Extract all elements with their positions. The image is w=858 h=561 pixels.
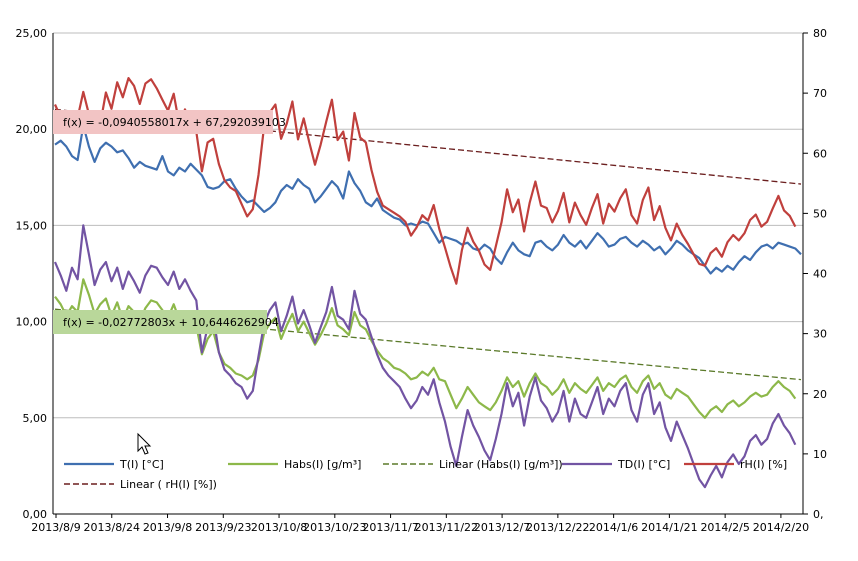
y-right-tick-label: 70 — [813, 87, 827, 100]
legend-item-rh-label: rH(I) [%] — [740, 458, 787, 471]
x-tick-label: 2013/9/23 — [195, 521, 251, 534]
y-right-tick-label: 40 — [813, 268, 827, 281]
x-tick-label: 2014/1/21 — [641, 521, 697, 534]
x-tick-label: 2014/1/6 — [589, 521, 638, 534]
legend-item-trend-habs-label: Linear (Habs(I) [g/m³]) — [439, 458, 563, 471]
legend-item-habs-label: Habs(I) [g/m³] — [284, 458, 361, 471]
y-left-tick-label: 20,00 — [16, 123, 48, 136]
legend-item-trend-rh-label: Linear ( rH(I) [%]) — [120, 478, 217, 491]
series-line-rh — [53, 76, 797, 285]
y-right-tick-label: 10 — [813, 448, 827, 461]
y-right-tick-label: 20 — [813, 388, 827, 401]
trendline-habs — [54, 308, 802, 381]
equation-rh-label: f(x) = -0,0940558017x + 67,292039103 — [63, 116, 286, 129]
y-left-tick-label: 0,00 — [23, 508, 48, 521]
mouse-cursor-icon — [137, 432, 152, 455]
series-line-td — [53, 224, 797, 489]
series-line-t — [54, 124, 802, 275]
trendline-rh — [54, 108, 802, 185]
y-left-tick-label: 15,00 — [16, 219, 48, 232]
equation-habs-label: f(x) = -0,02772803x + 10,6446262904 — [63, 316, 279, 329]
equation-rh-background — [53, 110, 273, 134]
y-right-tick-label: 30 — [813, 328, 827, 341]
y-left-tick-label: 10,00 — [16, 316, 48, 329]
series-line-habs — [54, 278, 797, 419]
y-left-tick-label: 5,00 — [23, 412, 48, 425]
x-tick-label: 2013/12/22 — [526, 521, 589, 534]
x-tick-label: 2013/8/24 — [84, 521, 140, 534]
y-right-tick-label: 80 — [813, 27, 827, 40]
y-right-tick-label: 50 — [813, 207, 827, 220]
x-tick-label: 2013/9/8 — [143, 521, 192, 534]
x-tick-label: 2013/10/8 — [251, 521, 307, 534]
x-tick-label: 2013/11/7 — [362, 521, 418, 534]
x-tick-label: 2013/8/9 — [31, 521, 80, 534]
legend-item-td-label: TD(I) [°C] — [617, 458, 670, 471]
y-left-tick-label: 25,00 — [16, 27, 48, 40]
legend-item-t-label: T(I) [°C] — [119, 458, 164, 471]
equation-habs-background — [53, 310, 267, 334]
y-right-tick-label: 60 — [813, 147, 827, 160]
x-tick-label: 2013/10/23 — [303, 521, 366, 534]
x-tick-label: 2013/11/22 — [415, 521, 478, 534]
x-tick-label: 2013/12/7 — [474, 521, 530, 534]
x-tick-label: 2014/2/5 — [700, 521, 749, 534]
y-right-tick-label: 0, — [813, 508, 824, 521]
x-tick-label: 2014/2/20 — [753, 521, 809, 534]
